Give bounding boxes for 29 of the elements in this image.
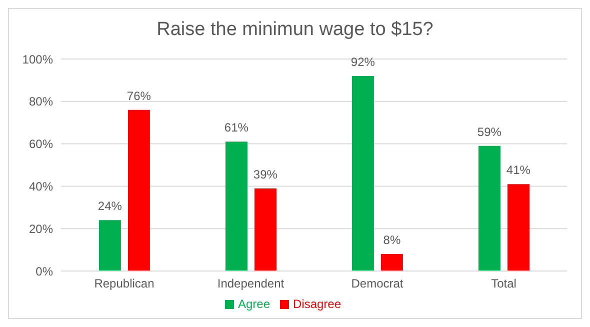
bar xyxy=(128,110,150,271)
data-label: 59% xyxy=(477,124,502,139)
bar xyxy=(478,146,500,271)
x-tick-label: Total xyxy=(491,276,516,291)
y-tick-label: 100% xyxy=(22,52,54,66)
y-tick-label: 40% xyxy=(28,179,54,194)
legend-label: Disagree xyxy=(293,297,342,311)
bar xyxy=(254,188,276,271)
data-label: 24% xyxy=(98,199,122,214)
bar xyxy=(380,254,403,271)
legend-label: Agree xyxy=(238,297,270,311)
x-tick-label: Republican xyxy=(94,276,154,291)
x-tick-label: Independent xyxy=(217,276,285,291)
bar xyxy=(352,76,374,271)
data-label: 41% xyxy=(506,163,531,178)
x-tick-label: Democrat xyxy=(351,276,404,291)
y-tick-label: 0% xyxy=(36,264,54,278)
chart-title: Raise the minimun wage to $15? xyxy=(156,19,434,41)
data-label: 76% xyxy=(126,88,152,103)
data-label: 39% xyxy=(253,167,278,182)
y-tick-label: 60% xyxy=(28,137,54,152)
y-tick-label: 20% xyxy=(28,222,54,236)
bar xyxy=(98,220,121,271)
data-label: 92% xyxy=(350,54,376,69)
bar xyxy=(225,142,248,271)
y-tick-label: 80% xyxy=(28,94,54,109)
data-label: 61% xyxy=(224,120,249,135)
data-label: 8% xyxy=(383,233,401,248)
bar xyxy=(507,184,530,271)
